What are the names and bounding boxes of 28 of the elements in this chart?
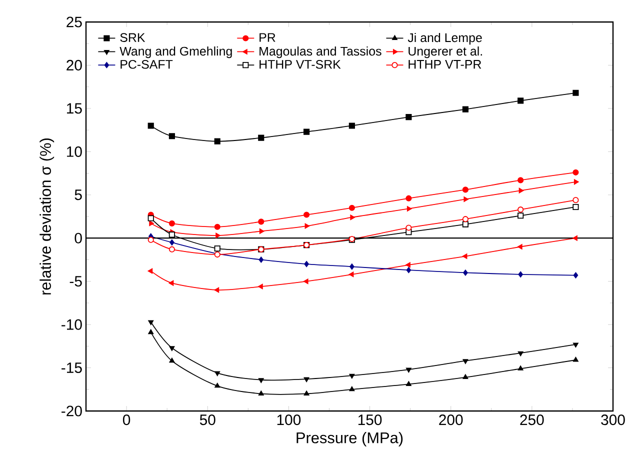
legend-label: PR: [260, 33, 276, 42]
y-tick-label: -10: [62, 319, 82, 330]
x-tick-label: 300: [601, 414, 625, 426]
x-tick-label: 50: [200, 414, 216, 426]
legend-label: Magoulas and Tassios: [260, 46, 382, 58]
x-tick-label: 250: [520, 414, 544, 426]
legend-label: SRK: [120, 33, 146, 42]
y-tick-label: 5: [74, 190, 82, 200]
legend-label: Ungerer et al.: [408, 46, 482, 58]
x-tick-label: 150: [358, 414, 382, 426]
legend-label: PC-SAFT: [120, 60, 173, 69]
x-tick-label: 200: [439, 414, 463, 426]
y-tick-label: 25: [66, 16, 82, 28]
legend-label: Wang and Gmehling: [120, 46, 232, 58]
y-tick-label: -5: [70, 276, 82, 287]
x-axis-title: Pressure (MPa): [296, 432, 403, 446]
y-tick-label: 15: [67, 103, 82, 114]
legend-label: Ji and Lempe: [408, 32, 482, 45]
y-tick-label: 10: [67, 146, 82, 157]
legend-label: HTHP VT-SRK: [260, 60, 341, 69]
legend-label: HTHP VT-PR: [408, 60, 482, 69]
y-tick-label: -15: [62, 362, 82, 373]
x-tick-label: 100: [277, 414, 301, 426]
y-tick-label: -20: [62, 406, 82, 416]
y-tick-label: 20: [66, 60, 82, 71]
x-tick-label: 0: [122, 414, 130, 426]
y-axis-title: relative deviation σ (%): [40, 138, 54, 294]
y-tick-label: 0: [74, 232, 82, 244]
